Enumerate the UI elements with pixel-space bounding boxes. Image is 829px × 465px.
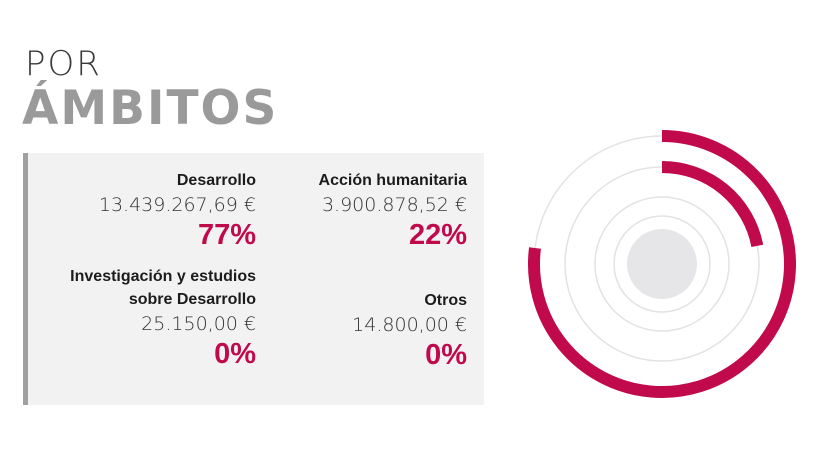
category-name: Acción humanitaria bbox=[318, 172, 467, 189]
category-percent: 77% bbox=[197, 219, 256, 251]
category-percent: 0% bbox=[214, 338, 256, 370]
arc-acci-n-humanitaria bbox=[661, 161, 764, 248]
category-percent: 0% bbox=[425, 339, 467, 371]
category-amount: 25.150,00 € bbox=[141, 313, 256, 335]
category-accion-humanitaria: Acción humanitaria 3.900.878,52 € 22% bbox=[247, 169, 467, 252]
guide-ring-3 bbox=[594, 196, 730, 332]
category-name: Otros bbox=[424, 292, 467, 309]
category-amount: 3.900.878,52 € bbox=[321, 194, 467, 216]
summary-panel: Desarrollo 13.439.267,69 € 77% Acción hu… bbox=[23, 153, 484, 405]
category-investigacion: Investigación y estudios sobre Desarroll… bbox=[26, 265, 256, 371]
title-line-1: POR bbox=[25, 44, 102, 84]
title-line-2: ÁMBITOS bbox=[22, 81, 279, 136]
category-percent: 22% bbox=[408, 219, 467, 251]
arc-desarrollo bbox=[528, 130, 796, 398]
center-disc bbox=[627, 229, 697, 299]
category-desarrollo: Desarrollo 13.439.267,69 € 77% bbox=[36, 169, 256, 252]
category-name: Desarrollo bbox=[176, 172, 256, 189]
category-amount: 14.800,00 € bbox=[352, 314, 467, 336]
guide-ring-4 bbox=[613, 215, 711, 313]
category-name: Investigación y estudios sobre Desarroll… bbox=[70, 268, 256, 308]
category-otros: Otros 14.800,00 € 0% bbox=[267, 289, 467, 372]
category-amount: 13.439.267,69 € bbox=[98, 194, 256, 216]
radial-bar-chart bbox=[528, 130, 796, 398]
